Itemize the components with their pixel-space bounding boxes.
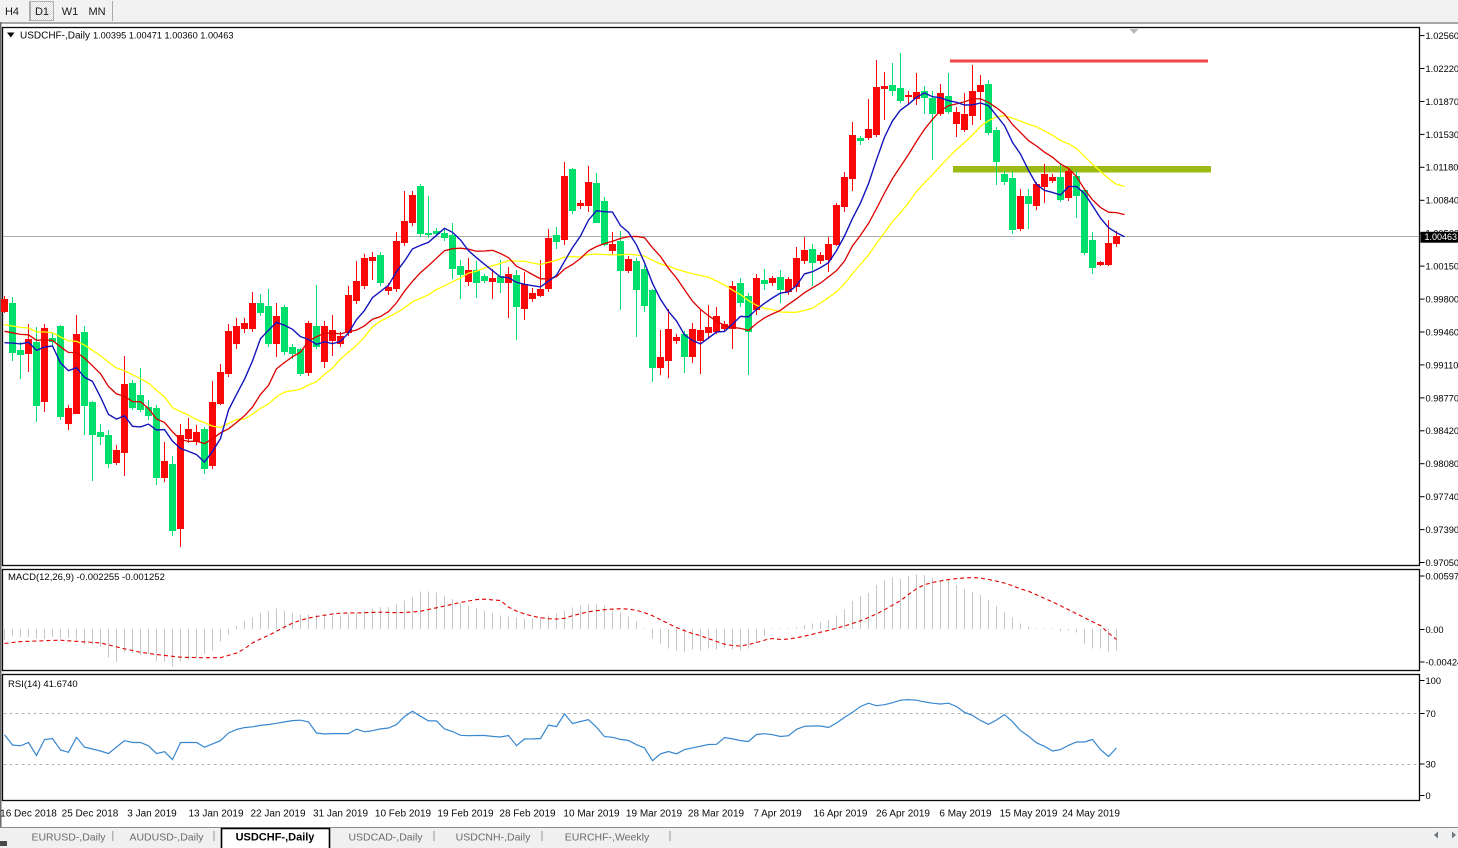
svg-text:19 Feb 2019: 19 Feb 2019 (437, 809, 494, 820)
svg-text:RSI(14) 41.6740: RSI(14) 41.6740 (8, 679, 78, 690)
svg-text:EURUSD-,Daily: EURUSD-,Daily (31, 832, 106, 844)
svg-text:1.01180: 1.01180 (1426, 163, 1458, 173)
svg-text:3 Jan 2019: 3 Jan 2019 (127, 809, 177, 820)
svg-text:1.01870: 1.01870 (1426, 97, 1458, 107)
svg-text:MACD(12,26,9) -0.002255 -0.001: MACD(12,26,9) -0.002255 -0.001252 (8, 572, 165, 583)
svg-text:0.97390: 0.97390 (1426, 525, 1458, 535)
svg-text:16 Dec 2018: 16 Dec 2018 (0, 809, 57, 820)
svg-text:100: 100 (1426, 676, 1442, 686)
svg-text:70: 70 (1426, 709, 1436, 719)
svg-text:13 Jan 2019: 13 Jan 2019 (188, 809, 243, 820)
svg-text:10 Mar 2019: 10 Mar 2019 (563, 809, 620, 820)
svg-text:0: 0 (1426, 791, 1431, 801)
svg-text:1.02560: 1.02560 (1426, 31, 1458, 41)
svg-text:28 Feb 2019: 28 Feb 2019 (499, 809, 556, 820)
svg-text:22 Jan 2019: 22 Jan 2019 (250, 809, 305, 820)
svg-text:16 Apr 2019: 16 Apr 2019 (814, 809, 868, 820)
svg-text:7 Apr 2019: 7 Apr 2019 (753, 809, 802, 820)
svg-text:10 Feb 2019: 10 Feb 2019 (375, 809, 432, 820)
svg-text:25 Dec 2018: 25 Dec 2018 (62, 809, 119, 820)
svg-text:0.98080: 0.98080 (1426, 459, 1458, 469)
svg-text:D1: D1 (35, 6, 49, 18)
svg-text:0.00: 0.00 (1426, 625, 1444, 635)
svg-text:USDCHF-,Daily: USDCHF-,Daily (20, 31, 90, 42)
svg-text:0.99110: 0.99110 (1426, 360, 1458, 370)
svg-text:0.00597: 0.00597 (1426, 571, 1458, 581)
svg-text:1.00463: 1.00463 (1425, 232, 1458, 242)
svg-text:6 May 2019: 6 May 2019 (939, 809, 992, 820)
svg-text:0.99800: 0.99800 (1426, 295, 1458, 305)
svg-text:30: 30 (1426, 759, 1436, 769)
svg-text:0.98770: 0.98770 (1426, 393, 1458, 403)
svg-text:0.99460: 0.99460 (1426, 327, 1458, 337)
svg-text:0.98420: 0.98420 (1426, 426, 1458, 436)
svg-text:1.00395 1.00471 1.00360 1.0046: 1.00395 1.00471 1.00360 1.00463 (93, 31, 234, 41)
svg-text:19 Mar 2019: 19 Mar 2019 (626, 809, 683, 820)
svg-text:28 Mar 2019: 28 Mar 2019 (688, 809, 745, 820)
svg-text:-0.00424: -0.00424 (1426, 657, 1458, 667)
svg-text:1.00840: 1.00840 (1426, 196, 1458, 206)
svg-text:0.97740: 0.97740 (1426, 492, 1458, 502)
svg-text:H4: H4 (5, 6, 19, 18)
svg-text:26 Apr 2019: 26 Apr 2019 (876, 809, 930, 820)
svg-text:W1: W1 (62, 6, 79, 18)
svg-text:24 May 2019: 24 May 2019 (1062, 809, 1120, 820)
svg-text:1.00150: 1.00150 (1426, 262, 1458, 272)
svg-text:31 Jan 2019: 31 Jan 2019 (313, 809, 368, 820)
svg-text:USDCNH-,Daily: USDCNH-,Daily (456, 832, 531, 844)
svg-text:USDCAD-,Daily: USDCAD-,Daily (348, 832, 423, 844)
svg-text:AUDUSD-,Daily: AUDUSD-,Daily (129, 832, 204, 844)
svg-text:EURCHF-,Weekly: EURCHF-,Weekly (565, 832, 650, 844)
svg-text:USDCHF-,Daily: USDCHF-,Daily (236, 832, 316, 844)
svg-text:1.01530: 1.01530 (1426, 130, 1458, 140)
svg-text:1.02220: 1.02220 (1426, 64, 1458, 74)
svg-text:MN: MN (88, 6, 105, 18)
svg-text:15 May 2019: 15 May 2019 (1000, 809, 1058, 820)
svg-text:0.97050: 0.97050 (1426, 558, 1458, 568)
